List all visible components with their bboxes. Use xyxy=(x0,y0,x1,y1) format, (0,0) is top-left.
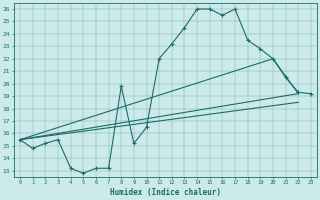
X-axis label: Humidex (Indice chaleur): Humidex (Indice chaleur) xyxy=(110,188,221,197)
